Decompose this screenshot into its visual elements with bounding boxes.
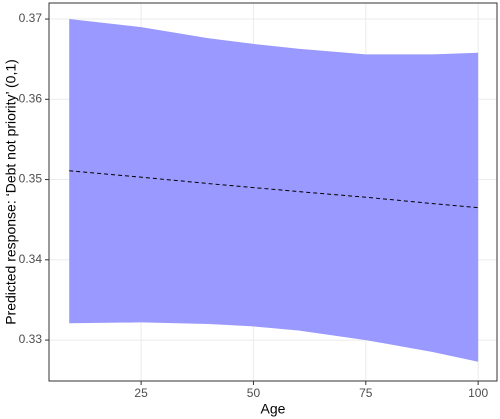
y-axis-title: Predicted response: ‘Debt not priority’ … — [3, 59, 19, 325]
confidence-ribbon — [69, 19, 479, 362]
y-tick-label: 0.33 — [19, 332, 43, 346]
y-tick-label: 0.37 — [19, 11, 43, 25]
x-tick-label: 25 — [134, 386, 148, 400]
marks — [69, 19, 479, 362]
y-tick-label: 0.34 — [19, 252, 43, 266]
x-axis-title: Age — [261, 401, 286, 417]
x-tick-label: 100 — [468, 386, 488, 400]
panel-border — [48, 2, 498, 382]
y-tick-label: 0.36 — [19, 91, 43, 105]
x-tick-label: 75 — [359, 386, 373, 400]
y-tick-label: 0.35 — [19, 172, 43, 186]
x-tick-label: 50 — [247, 386, 261, 400]
